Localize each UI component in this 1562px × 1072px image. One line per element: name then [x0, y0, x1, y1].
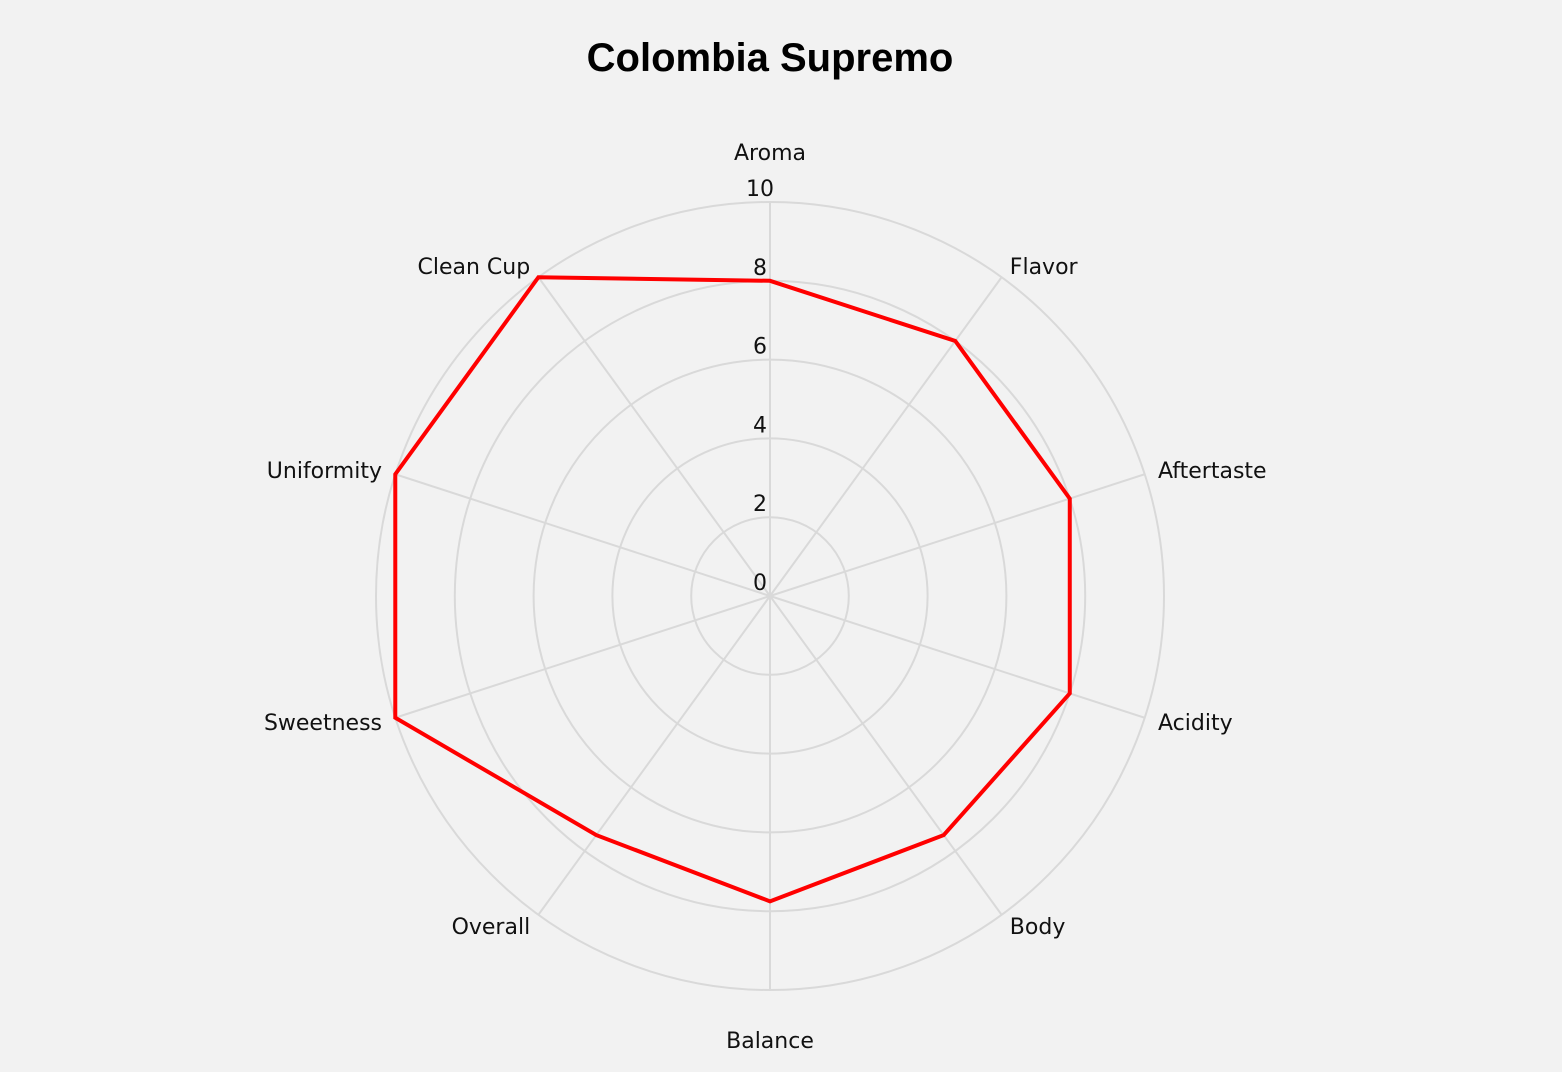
grid-spoke — [537, 276, 771, 597]
label-layer: Aroma Flavor Aftertaste Acidity Body Balance O… — [264, 141, 1267, 1054]
grid-layer — [375, 201, 1165, 991]
chart-title: Colombia Supremo — [586, 36, 954, 80]
grid-spoke — [769, 473, 1146, 597]
radial-tick-label: 6 — [753, 335, 767, 360]
radial-tick-label: 4 — [753, 413, 767, 438]
grid-spoke — [537, 595, 771, 916]
category-label: Sweetness — [264, 711, 382, 736]
series-line — [393, 275, 1072, 904]
category-label: Aftertaste — [1158, 459, 1267, 484]
series-layer — [393, 275, 1072, 904]
grid-spoke — [394, 595, 771, 719]
radial-tick-label: 8 — [753, 256, 767, 281]
radial-tick-label: 0 — [753, 571, 767, 596]
radial-tick-label: 2 — [753, 492, 767, 517]
radial-tick-label: 10 — [746, 177, 774, 202]
tick-layer: 0 2 4 6 8 10 — [746, 177, 774, 596]
grid-spoke — [769, 276, 1003, 597]
category-label: Aroma — [734, 141, 806, 166]
grid-spoke — [769, 595, 1003, 916]
category-label: Balance — [726, 1029, 814, 1054]
category-label: Flavor — [1010, 255, 1079, 280]
category-label: Clean Cup — [417, 255, 530, 280]
category-label: Acidity — [1158, 711, 1233, 736]
category-label: Overall — [452, 915, 531, 940]
category-label: Uniformity — [267, 459, 382, 484]
grid-spoke — [394, 473, 771, 597]
grid-spoke — [769, 595, 1146, 719]
category-label: Body — [1010, 915, 1066, 940]
